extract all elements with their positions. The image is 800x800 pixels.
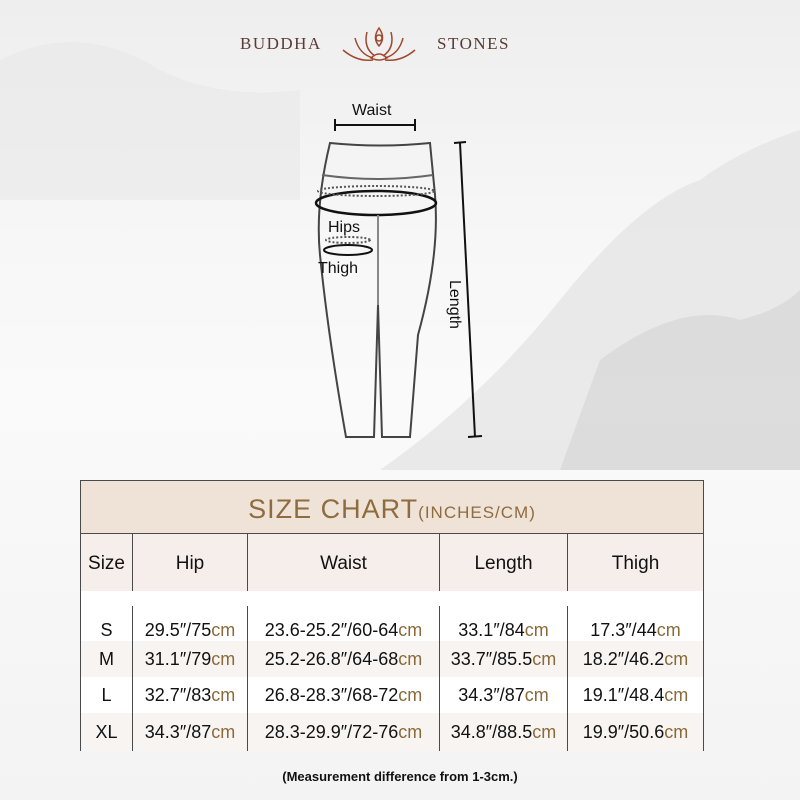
- title-text: SIZE CHART: [248, 494, 419, 524]
- table-row: XL 34.3″/87 cm 28.3-29.9″/72-76 cm 34.8″/88.5…: [81, 713, 703, 751]
- lotus-meditation-icon: [342, 26, 416, 62]
- unit-label: cm: [664, 684, 689, 705]
- cell-waist: 28.3-29.9″/72-76 cm: [247, 713, 439, 751]
- table-row: M 31.1″/79 cm 25.2-26.8″/64-68 cm 33.7″/85.5 c…: [81, 641, 703, 677]
- cell-thigh: 18.2″/46.2 cm: [567, 641, 703, 677]
- length-value: 34.3″/87: [458, 684, 525, 705]
- unit-label: cm: [398, 684, 423, 705]
- thigh-value: 17.3″/44: [590, 620, 657, 640]
- waist-label: Waist: [352, 102, 392, 119]
- cell-size: L: [81, 677, 132, 713]
- thigh-label: Thigh: [318, 260, 359, 277]
- header-hip: Hip: [132, 534, 247, 591]
- unit-label: cm: [664, 648, 689, 669]
- cell-length: 34.8″/88.5 cm: [439, 713, 567, 751]
- hip-value: 29.5″/75: [144, 620, 212, 640]
- measurement-note: (Measurement difference from 1-3cm.): [282, 769, 518, 784]
- cell-hip: 34.3″/87 cm: [132, 713, 247, 751]
- thigh-value: 19.1″/48.4: [582, 684, 665, 705]
- waist-value: 25.2-26.8″/64-68: [264, 648, 399, 669]
- cell-length: 33.1″/84 cm: [439, 606, 567, 641]
- cell-thigh: 17.3″/44 cm: [567, 606, 703, 641]
- waist-value: 26.8-28.3″/68-72: [264, 684, 399, 705]
- brand-left: BUDDHA: [240, 34, 322, 53]
- hip-value: 31.1″/79: [144, 648, 212, 669]
- cell-waist: 23.6-25.2″/60-64 cm: [247, 606, 439, 641]
- cell-size: S: [81, 606, 132, 641]
- cell-hip: 31.1″/79 cm: [132, 641, 247, 677]
- size-chart-title: SIZE CHART(INCHES/CM): [81, 481, 703, 534]
- unit-label: cm: [524, 620, 549, 640]
- cell-waist: 25.2-26.8″/64-68 cm: [247, 641, 439, 677]
- header-length: Length: [439, 534, 567, 591]
- length-value: 33.1″/84: [458, 620, 525, 640]
- unit-label: cm: [532, 721, 557, 742]
- cell-waist: 26.8-28.3″/68-72 cm: [247, 677, 439, 713]
- table-header-row: Size Hip Waist Length Thigh: [81, 534, 703, 591]
- unit-label: cm: [398, 721, 423, 742]
- table-row: S 29.5″/75 cm 23.6-25.2″/60-64 cm 33.1″/84 cm 1…: [81, 591, 703, 641]
- unit-label: cm: [398, 648, 423, 669]
- unit-label: cm: [664, 721, 689, 742]
- thigh-value: 19.9″/50.6: [582, 721, 665, 742]
- brand-right: STONES: [437, 34, 510, 53]
- brand-logo: BUDDHA STONES: [240, 24, 510, 64]
- cell-size: XL: [81, 713, 132, 751]
- unit-label: cm: [211, 648, 236, 669]
- cell-length: 34.3″/87 cm: [439, 677, 567, 713]
- cell-thigh: 19.1″/48.4 cm: [567, 677, 703, 713]
- cell-hip: 29.5″/75 cm: [132, 606, 247, 641]
- leggings-diagram: Waist Hips Thigh Length: [300, 95, 520, 445]
- size-value: M: [99, 648, 114, 669]
- length-value: 33.7″/85.5: [450, 648, 533, 669]
- header-thigh: Thigh: [567, 534, 703, 591]
- size-value: S: [100, 620, 113, 640]
- unit-label: cm: [524, 684, 549, 705]
- cell-thigh: 19.9″/50.6 cm: [567, 713, 703, 751]
- table-row: L 32.7″/83 cm 26.8-28.3″/68-72 cm 34.3″/87 cm 1…: [81, 677, 703, 713]
- leggings-outline: [314, 119, 483, 438]
- unit-label: cm: [532, 648, 557, 669]
- thigh-value: 18.2″/46.2: [582, 648, 665, 669]
- header-waist: Waist: [247, 534, 439, 591]
- waist-value: 28.3-29.9″/72-76: [264, 721, 399, 742]
- cell-size: M: [81, 641, 132, 677]
- hip-value: 34.3″/87: [144, 721, 212, 742]
- unit-label: cm: [211, 684, 236, 705]
- cell-hip: 32.7″/83 cm: [132, 677, 247, 713]
- title-units: (INCHES/CM): [418, 503, 536, 522]
- hip-value: 32.7″/83: [144, 684, 212, 705]
- size-value: L: [101, 684, 112, 705]
- header-size: Size: [88, 552, 125, 574]
- length-value: 34.8″/88.5: [450, 721, 533, 742]
- size-chart-table: SIZE CHART(INCHES/CM) Size Hip Waist Len…: [80, 480, 704, 751]
- size-value: XL: [95, 721, 118, 742]
- unit-label: cm: [211, 721, 236, 742]
- cell-length: 33.7″/85.5 cm: [439, 641, 567, 677]
- waist-value: 23.6-25.2″/60-64: [264, 620, 399, 640]
- unit-label: cm: [398, 620, 423, 640]
- length-label: Length: [446, 280, 463, 329]
- hips-label: Hips: [328, 219, 361, 236]
- unit-label: cm: [656, 620, 681, 640]
- unit-label: cm: [211, 620, 236, 640]
